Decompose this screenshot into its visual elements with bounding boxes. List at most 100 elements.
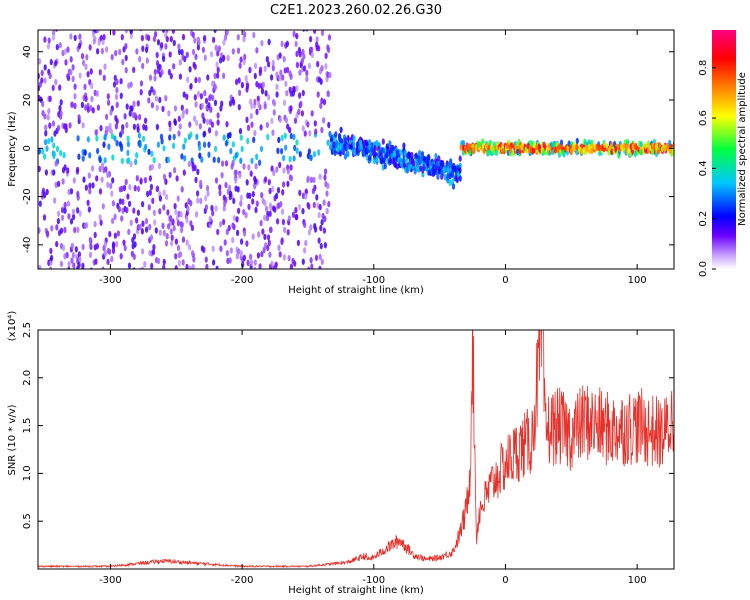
spectrogram-cell [307,203,311,210]
y-tick-label: 20 [22,94,33,107]
spectrogram-cell [293,117,298,124]
spectrogram-cell [120,215,124,222]
spectrogram-cell [224,181,228,189]
colorbar-gradient [712,30,736,269]
spectrogram-cell [285,90,289,97]
spectrogram-cell [160,138,164,145]
spectrogram-cell [327,121,331,129]
spectrogram-cell [215,265,219,269]
spectrogram-cell [230,163,234,170]
spectrogram-cell [155,59,160,67]
spectrogram-cell [327,200,331,208]
spectrogram-cell [309,154,313,161]
spectrogram-cell [201,112,205,119]
spectrogram-cell [198,123,202,130]
spectrogram-cell [103,133,107,141]
spectrogram-cell [303,247,307,254]
spectrogram-cell [251,190,255,198]
spectrogram-cell [78,256,82,263]
spectrogram-cell [81,262,85,269]
spectrogram-cell [277,136,281,144]
spectrogram-cell [139,178,143,185]
spectrogram-cell [110,190,114,197]
spectrogram-cell [145,57,149,64]
spectrogram-cell [178,59,182,66]
spectrogram-cell [77,153,81,160]
spectrogram-cell [282,55,286,63]
spectrogram-cell [278,52,282,59]
spectrogram-cell [152,21,155,27]
spectrogram-cell [41,148,45,155]
spectrogram-cell [590,147,594,155]
spectrogram-cell [167,110,171,117]
spectrogram-cell [157,257,161,265]
spectrogram-cell [318,253,322,261]
spectrogram-cell [309,176,313,183]
spectrogram-cell [72,213,76,220]
spectrogram-cell [132,233,137,240]
spectrogram-cell [69,218,74,225]
spectrogram-cell [260,22,263,28]
spectrogram-cell [50,254,54,262]
spectrogram-cell [323,174,327,181]
spectrogram-cell [593,143,597,151]
spectrogram-cell [212,36,216,44]
spectrogram-cell [110,53,114,61]
spectrogram-cell [94,258,98,265]
spectrogram-cell [307,229,311,236]
spectrogram-cell [319,224,323,232]
spectrogram-cell [113,135,117,142]
spectrogram-y-ticks: -40 -20 0 20 40 [22,45,674,253]
spectrogram-cell [169,228,173,235]
spectrogram-cell [262,246,266,254]
spectrogram-cell [62,244,66,252]
spectrogram-cell [56,124,61,132]
spectrogram-cell [147,148,151,155]
spectrogram-cell [328,71,332,79]
spectrogram-cell [297,203,302,211]
spectrogram-cell [258,24,261,30]
spectrogram-cell [89,105,93,112]
spectrogram-cell [194,76,198,84]
spectrogram-cell [132,123,136,130]
spectrogram-cell [134,158,138,166]
spectrogram-cell [92,38,96,45]
spectrogram-cell [150,86,154,93]
spectrogram-cell [194,101,198,108]
spectrogram-cell [352,135,356,142]
spectrogram-cell [185,108,189,115]
spectrogram-cell [628,151,632,158]
snr-y-label: SNR (10 * v/v) [7,404,18,475]
spectrogram-cell [106,247,110,255]
spectrogram-cell [229,247,233,254]
spectrogram-cell [213,83,217,91]
spectrogram-cell [281,189,285,196]
spectrogram-cell [268,226,272,234]
spectrogram-cell [532,142,537,149]
spectrogram-cell [59,227,64,234]
spectrogram-cell [200,156,204,163]
y-tick-label: 1.0 [22,465,33,481]
spectrogram-cell [127,262,132,269]
spectrogram-cell [242,208,246,216]
spectrogram-cell [271,185,275,193]
spectrogram-cell [138,113,142,121]
spectrogram-cell [236,229,240,237]
spectrogram-cell [52,142,56,149]
spectrogram-cell [129,219,133,226]
spectrogram-cell [254,206,258,214]
spectrogram-cell [61,49,65,57]
spectrogram-cell [287,215,291,222]
spectrogram-cell [231,48,235,55]
colorbar-tick-label: 0.2 [698,211,709,227]
spectrogram-cell [126,149,130,157]
spectrogram-cell [53,197,57,204]
spectrogram-cell [120,34,124,41]
spectrogram-cell [207,102,211,109]
spectrogram-cell [38,264,42,269]
spectrogram-cell [316,60,320,68]
spectrogram-cell [264,90,268,97]
spectrogram-cell [113,232,117,239]
spectrogram-cell [98,156,102,163]
spectrogram-cell [89,242,93,249]
